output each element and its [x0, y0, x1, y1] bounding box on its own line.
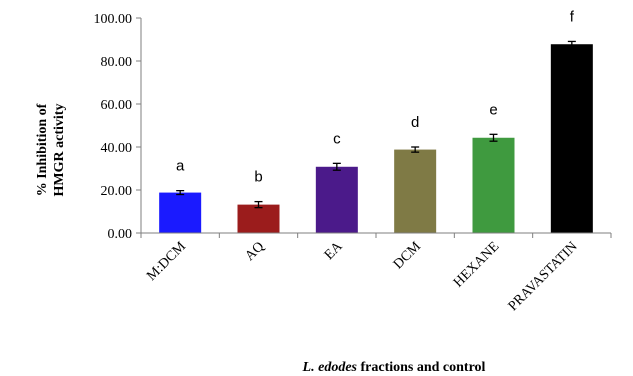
- y-axis-title: % Inhibition of HMGR activity: [35, 103, 67, 196]
- y-tick-label: 80.00: [101, 55, 133, 70]
- bar: [394, 149, 437, 233]
- significance-label: c: [333, 130, 341, 147]
- x-category-label: AQ: [242, 239, 267, 264]
- x-axis-ticks: [140, 233, 612, 238]
- significance-label: b: [254, 169, 262, 186]
- y-tick-label: 40.00: [101, 141, 133, 156]
- bar: [315, 166, 358, 233]
- x-category-label: PRAVASTATIN: [506, 239, 581, 314]
- x-axis-category-labels: M:DCM AQ EA DCM HEXANE PRAVASTATIN: [144, 239, 580, 315]
- x-axis-title-italic: L. edodes: [302, 360, 358, 375]
- significance-label: a: [176, 158, 185, 175]
- bar: [159, 192, 202, 233]
- y-tick-label: 60.00: [101, 98, 133, 113]
- bar: [550, 44, 593, 234]
- y-tick-label: 100.00: [94, 12, 133, 27]
- x-axis-title-rest: fractions and control: [357, 360, 486, 375]
- x-category-label: M:DCM: [144, 239, 189, 284]
- y-tick-label: 20.00: [101, 184, 133, 199]
- bar: [237, 204, 280, 233]
- x-axis-title: L. edodes fractions and control: [302, 360, 486, 375]
- y-axis-title-line2: HMGR activity: [52, 104, 67, 197]
- significance-label: f: [570, 8, 575, 25]
- bar: [472, 137, 515, 233]
- significance-labels: a b c d e f: [176, 8, 575, 185]
- x-category-label: HEXANE: [451, 239, 502, 290]
- y-tick-label: 0.00: [108, 227, 133, 242]
- error-bars: [176, 40, 576, 209]
- bars: [159, 44, 593, 234]
- significance-label: e: [489, 101, 497, 118]
- y-axis-title-line1: % Inhibition of: [35, 103, 50, 196]
- significance-label: d: [411, 114, 419, 131]
- y-axis-ticks: 0.00 20.00 40.00 60.00 80.00 100.00: [94, 12, 141, 242]
- x-category-label: DCM: [391, 239, 425, 273]
- x-category-label: EA: [322, 239, 346, 263]
